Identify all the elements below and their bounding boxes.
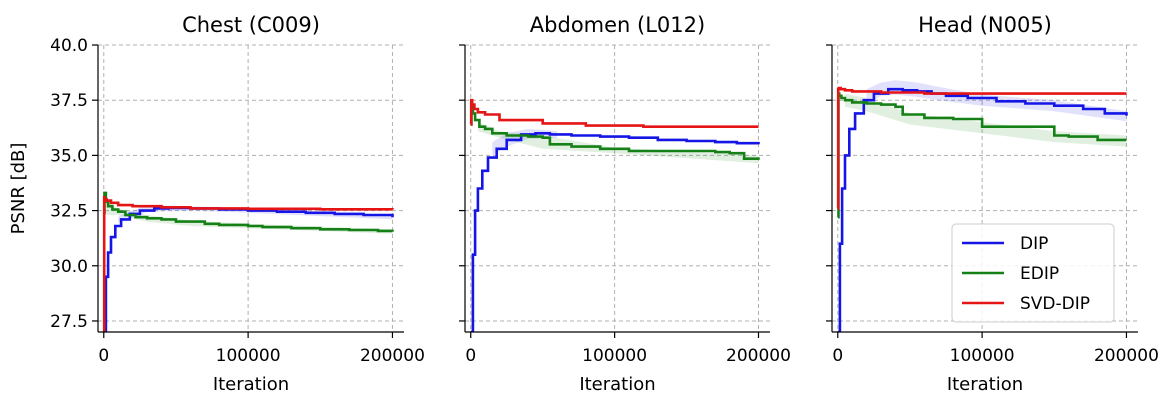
panel-title: Head (N005) — [918, 13, 1052, 37]
x-tick-label: 200000 — [360, 346, 425, 366]
legend-label-dip: DIP — [1020, 234, 1048, 254]
panel-chest: 27.5 30.0 32.5 35.0 37.5 40.0 0 100000 200000 Che… — [8, 13, 425, 394]
band-edip — [477, 122, 759, 164]
y-tick-label: 30.0 — [50, 257, 88, 277]
x-axis-label: Iteration — [579, 374, 655, 394]
y-tick-label: 35.0 — [50, 146, 88, 166]
series-edip — [470, 105, 760, 160]
legend-frame — [951, 223, 1115, 323]
series-dip — [470, 132, 760, 332]
x-tick-label: 0 — [465, 346, 476, 366]
x-tick-label: 0 — [832, 346, 843, 366]
series-svd-dip — [836, 86, 1127, 210]
x-tick-label: 0 — [98, 346, 109, 366]
panel-abdomen: 0 100000 200000 Abdomen (L012) Iteration — [459, 13, 791, 394]
series-svd-dip — [469, 98, 759, 128]
legend-label-edip: EDIP — [1020, 264, 1059, 284]
band-edip — [845, 93, 1127, 147]
panel-head: 0 100000 200000 Head (N005) Iteration — [826, 13, 1159, 394]
series-svd-dip — [102, 196, 394, 332]
x-tick-label: 100000 — [216, 346, 281, 366]
x-tick-label: 100000 — [582, 346, 647, 366]
x-axis-label: Iteration — [947, 374, 1023, 394]
band-dip — [118, 205, 393, 223]
y-tick-label: 27.5 — [50, 312, 88, 332]
series-dip — [837, 87, 1128, 332]
legend: DIP EDIP SVD-DIP — [951, 223, 1115, 323]
x-tick-label: 200000 — [1094, 346, 1159, 366]
panel-title: Abdomen (L012) — [530, 13, 705, 37]
series-edip — [837, 92, 1127, 219]
x-tick-label: 100000 — [950, 346, 1015, 366]
x-axis-label: Iteration — [213, 374, 289, 394]
y-tick-label: 32.5 — [50, 202, 88, 222]
legend-label-svd-dip: SVD-DIP — [1020, 294, 1090, 314]
series-edip — [103, 191, 394, 233]
y-axis-label: PSNR [dB] — [8, 143, 29, 235]
y-tick-label: 37.5 — [50, 91, 88, 111]
x-tick-label: 200000 — [726, 346, 791, 366]
panel-title: Chest (C009) — [182, 13, 320, 37]
y-tick-label: 40.0 — [50, 36, 88, 56]
